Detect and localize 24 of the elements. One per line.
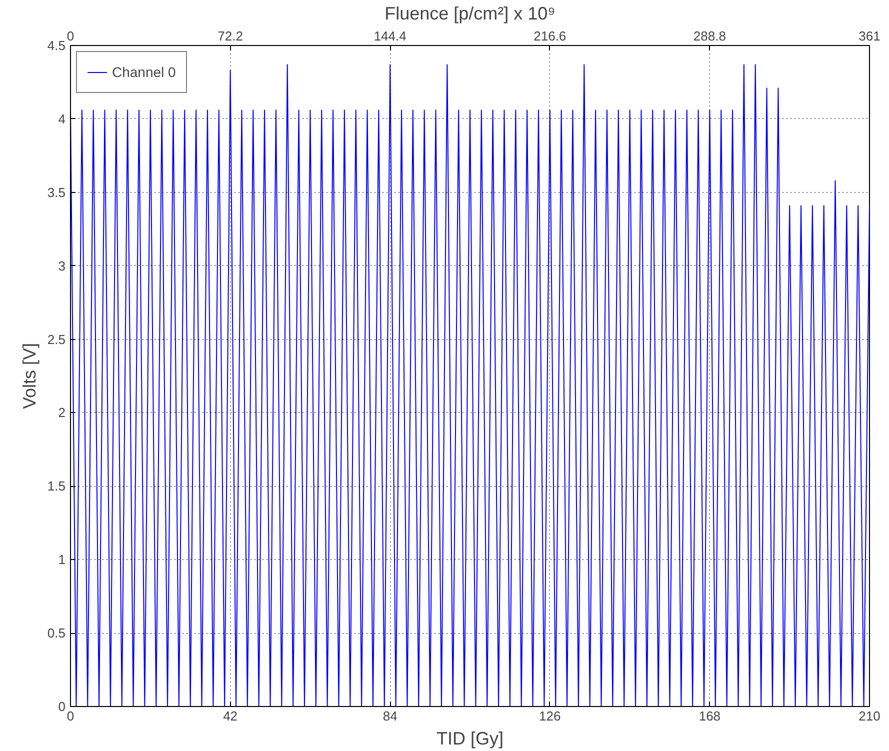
legend-label: Channel 0 <box>112 64 176 80</box>
x-tick-label: 168 <box>698 708 721 724</box>
y-tick-label: 3.5 <box>47 184 66 200</box>
y-tick-label: 0 <box>58 699 66 714</box>
y-tick-label: 3 <box>58 258 66 274</box>
x-tick-label: 84 <box>382 708 398 724</box>
x-tick-label: 42 <box>223 708 238 724</box>
y-tick-label: 4.5 <box>47 38 66 53</box>
x-tick-label: 126 <box>539 708 561 724</box>
y-axis-title: Volts [V] <box>19 342 40 410</box>
x2-tick-label: 72.2 <box>218 28 243 44</box>
y-tick-label: 4 <box>58 111 66 126</box>
y-tick-label: 1.5 <box>47 478 66 494</box>
y-tick-label: 0.5 <box>47 626 66 641</box>
y-tick-label: 1 <box>58 552 66 568</box>
x-tick-label: 210 <box>858 708 880 724</box>
y-tick-label: 2 <box>58 405 66 420</box>
x2-tick-label: 144.4 <box>374 28 406 44</box>
x2-tick-label: 361 <box>858 28 880 44</box>
x-axis-title: TID [Gy] <box>436 728 504 748</box>
x2-tick-label: 216.6 <box>534 28 566 44</box>
y-tick-label: 2.5 <box>47 332 66 347</box>
x2-tick-label: 288.8 <box>693 28 726 44</box>
x2-axis-title: Fluence [p/cm²] x 10⁹ <box>384 4 556 24</box>
